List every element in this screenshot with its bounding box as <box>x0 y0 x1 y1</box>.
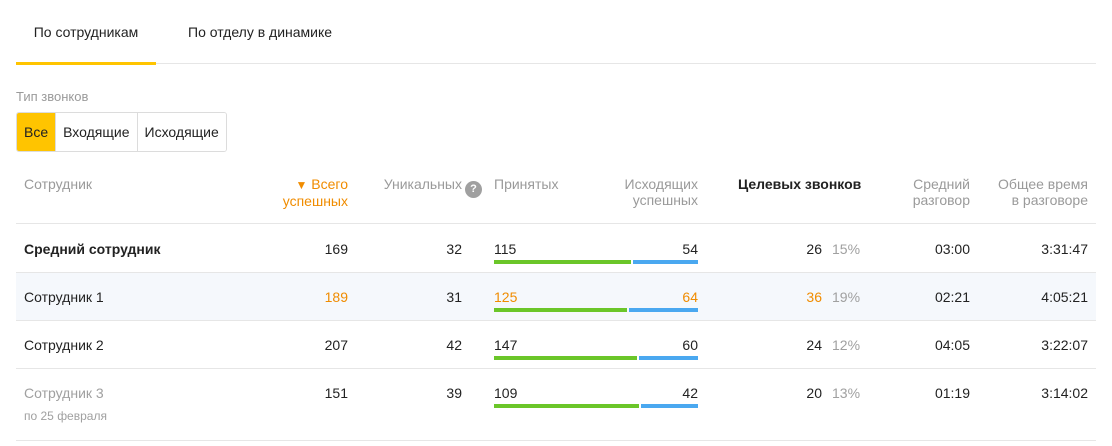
target-percent: 13% <box>832 385 861 401</box>
col-total-time-line1: Общее время <box>998 176 1088 192</box>
outgoing-value: 54 <box>682 241 698 257</box>
col-total-talk-time[interactable]: Общее время в разговоре <box>998 176 1088 208</box>
col-outgoing-line2: успешных <box>632 192 698 208</box>
call-type-outgoing-button[interactable]: Исходящие <box>136 113 226 151</box>
avg-talk-value: 01:19 <box>934 385 970 401</box>
outgoing-value: 64 <box>682 289 698 305</box>
call-type-incoming-button[interactable]: Входящие <box>55 113 137 151</box>
accepted-value: 115 <box>494 241 517 257</box>
calls-ratio-bar <box>494 404 698 408</box>
sort-desc-icon: ▼ <box>295 178 308 192</box>
accepted-value: 125 <box>494 289 518 305</box>
total-talk-time-value: 3:14:02 <box>1041 385 1088 401</box>
col-unique-label: Уникальных <box>383 176 462 192</box>
employee-until-date: по 25 февраля <box>24 409 107 423</box>
target-value: 36 <box>806 289 822 305</box>
col-total-success[interactable]: ▼ Всего успешных <box>283 176 348 209</box>
calls-ratio-bar <box>494 260 698 264</box>
total-success-value: 169 <box>324 241 348 257</box>
accepted-bar-segment <box>494 260 631 264</box>
unique-value: 42 <box>446 337 462 353</box>
total-success-value: 189 <box>324 289 348 305</box>
call-type-label: Тип звонков <box>16 89 89 104</box>
outgoing-value: 60 <box>682 337 698 353</box>
employee-name[interactable]: Сотрудник 2 <box>24 337 104 353</box>
col-avg-line1: Средний <box>913 176 970 192</box>
employee-name: Средний сотрудник <box>24 241 161 257</box>
employee-name[interactable]: Сотрудник 1 <box>24 289 104 305</box>
table-row-average: Средний сотрудник 169 32 115 54 26 15% 0… <box>16 225 1096 273</box>
avg-talk-value: 02:21 <box>934 289 970 305</box>
total-success-value: 207 <box>324 337 348 353</box>
col-total-success-line1: Всего <box>311 176 348 192</box>
tab-by-department-dynamics[interactable]: По отделу в динамике <box>188 24 333 40</box>
target-value: 20 <box>806 385 822 401</box>
employee-name[interactable]: Сотрудник 3 <box>24 385 104 401</box>
total-talk-time-value: 3:22:07 <box>1041 337 1088 353</box>
table-row[interactable]: Сотрудник 2 207 42 147 60 24 12% 04:05 3… <box>16 321 1096 369</box>
outgoing-value: 42 <box>682 385 698 401</box>
help-icon[interactable]: ? <box>465 181 482 198</box>
accepted-bar-segment <box>494 356 637 360</box>
col-total-time-line2: в разговоре <box>1011 192 1088 208</box>
target-percent: 19% <box>832 289 861 305</box>
col-unique[interactable]: Уникальных? <box>384 176 482 198</box>
target-percent: 15% <box>832 241 861 257</box>
unique-value: 32 <box>446 241 462 257</box>
tabs-bar: По сотрудникам По отделу в динамике <box>16 0 1096 65</box>
calls-ratio-bar <box>494 356 698 360</box>
outgoing-bar-segment <box>629 308 698 312</box>
tab-by-employees[interactable]: По сотрудникам <box>16 0 156 65</box>
col-avg-line2: разговор <box>912 192 970 208</box>
total-talk-time-value: 3:31:47 <box>1041 241 1088 257</box>
col-outgoing-success[interactable]: Исходящих успешных <box>625 176 698 208</box>
target-value: 24 <box>806 337 822 353</box>
col-avg-talk[interactable]: Средний разговор <box>913 176 970 208</box>
target-value: 26 <box>806 241 822 257</box>
unique-value: 39 <box>446 385 462 401</box>
col-target-calls[interactable]: Целевых звонков <box>738 176 862 192</box>
col-employee[interactable]: Сотрудник <box>24 176 93 192</box>
outgoing-bar-segment <box>633 260 698 264</box>
total-success-value: 151 <box>324 385 348 401</box>
call-type-segmented-control: Все Входящие Исходящие <box>16 112 227 152</box>
col-total-success-line2: успешных <box>282 193 348 209</box>
col-outgoing-line1: Исходящих <box>624 176 698 192</box>
accepted-value: 147 <box>494 337 518 353</box>
col-accepted[interactable]: Принятых <box>494 176 559 192</box>
outgoing-bar-segment <box>641 404 698 408</box>
table-row[interactable]: Сотрудник 3 по 25 февраля 151 39 109 42 … <box>16 369 1096 441</box>
outgoing-bar-segment <box>639 356 698 360</box>
unique-value: 31 <box>446 289 462 305</box>
total-talk-time-value: 4:05:21 <box>1041 289 1088 305</box>
avg-talk-value: 03:00 <box>934 241 970 257</box>
target-percent: 12% <box>832 337 861 353</box>
accepted-value: 109 <box>494 385 518 401</box>
calls-ratio-bar <box>494 308 698 312</box>
accepted-bar-segment <box>494 308 627 312</box>
accepted-bar-segment <box>494 404 639 408</box>
avg-talk-value: 04:05 <box>934 337 970 353</box>
table-header: Сотрудник ▼ Всего успешных Уникальных? П… <box>16 164 1096 224</box>
table-row[interactable]: Сотрудник 1 189 31 125 64 36 19% 02:21 4… <box>16 273 1096 321</box>
call-type-all-button[interactable]: Все <box>17 113 56 151</box>
